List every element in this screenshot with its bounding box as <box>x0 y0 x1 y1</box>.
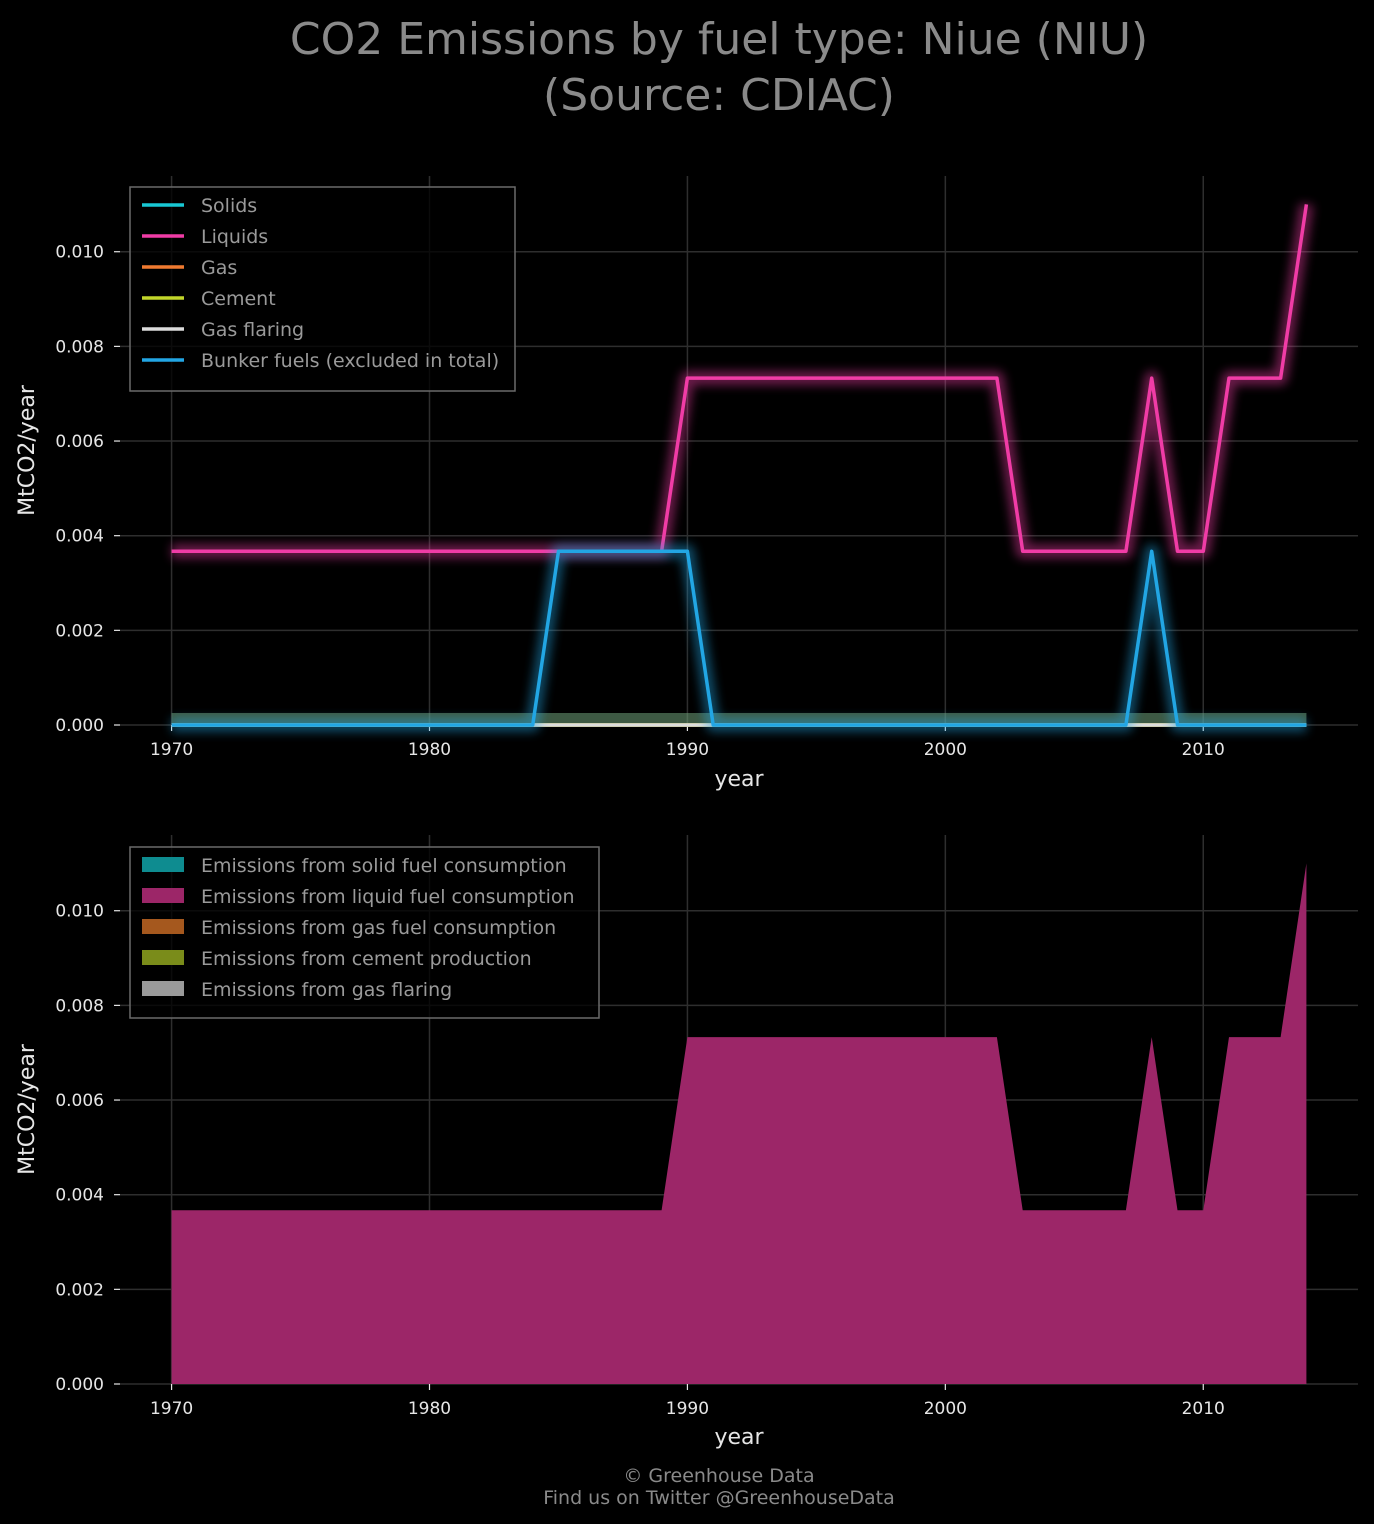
x-tick-label: 1990 <box>666 1399 709 1419</box>
legend-label: Emissions from gas flaring <box>201 979 452 1001</box>
area-series <box>171 863 1307 1384</box>
series-line <box>171 204 1309 554</box>
legend-label: Liquids <box>201 226 268 248</box>
y-tick-label: 0.000 <box>55 1375 104 1395</box>
y-tick-label: 0.004 <box>55 527 104 547</box>
x-tick-label: 1980 <box>408 1399 451 1419</box>
legend-swatch <box>142 888 184 903</box>
x-tick-label: 2010 <box>1182 740 1225 760</box>
y-tick-label: 0.002 <box>55 1280 104 1300</box>
x-tick-label: 1990 <box>666 740 709 760</box>
x-tick-label: 1980 <box>408 740 451 760</box>
y-tick-label: 0.006 <box>55 1091 104 1111</box>
y-tick-label: 0.006 <box>55 432 104 452</box>
legend-label: Emissions from cement production <box>201 948 532 970</box>
legend-swatch <box>142 981 184 996</box>
series-line <box>171 549 1307 727</box>
legend-swatch <box>142 919 184 934</box>
x-axis-label: year <box>714 767 764 792</box>
legend-label: Bunker fuels (excluded in total) <box>201 350 499 372</box>
y-tick-label: 0.002 <box>55 621 104 641</box>
y-tick-label: 0.010 <box>55 902 104 922</box>
chart-legend: Emissions from solid fuel consumption Emi… <box>129 846 600 1019</box>
legend-frame <box>129 846 600 1019</box>
legend-label: Emissions from gas fuel consumption <box>201 917 556 939</box>
chart-legend: Solids Liquids Gas Cement Gas flaring Bunker … <box>129 186 516 392</box>
y-tick-label: 0.008 <box>55 337 104 357</box>
series-glow <box>171 544 1307 732</box>
y-tick-label: 0.000 <box>55 716 104 736</box>
legend-label: Emissions from solid fuel consumption <box>201 855 567 877</box>
x-tick-label: 1970 <box>150 1399 193 1419</box>
legend-swatch <box>142 950 184 965</box>
legend-label: Cement <box>201 288 276 310</box>
legend-label: Emissions from liquid fuel consumption <box>201 886 575 908</box>
legend-label: Gas flaring <box>201 319 304 341</box>
footer-copyright: © Greenhouse Data <box>623 1465 814 1487</box>
line-chart-panel: 1970 1980 1990 2000 2010 0.000 0.002 0.004 0.006… <box>15 176 1358 792</box>
legend-frame <box>129 186 516 392</box>
y-tick-label: 0.008 <box>55 996 104 1016</box>
x-tick-label: 1970 <box>150 740 193 760</box>
chart-title-line1: CO2 Emissions by fuel type: Niue (NIU) <box>290 14 1148 65</box>
y-axis-label: MtCO2/year <box>15 384 40 516</box>
x-tick-label: 2010 <box>1182 1399 1225 1419</box>
legend-label: Gas <box>201 257 237 279</box>
y-tick-label: 0.004 <box>55 1186 104 1206</box>
footer-twitter: Find us on Twitter @GreenhouseData <box>543 1487 895 1509</box>
x-tick-label: 2000 <box>924 1399 967 1419</box>
y-axis-label: MtCO2/year <box>15 1043 40 1175</box>
x-tick-label: 2000 <box>924 740 967 760</box>
legend-label: Solids <box>201 195 257 217</box>
legend-swatch <box>142 857 184 872</box>
chart-title-line2: (Source: CDIAC) <box>543 70 895 121</box>
area-chart-panel: 1970 1980 1990 2000 2010 0.000 0.002 0.004 0.006… <box>15 835 1358 1450</box>
x-axis-label: year <box>714 1425 764 1450</box>
y-tick-label: 0.010 <box>55 243 104 263</box>
